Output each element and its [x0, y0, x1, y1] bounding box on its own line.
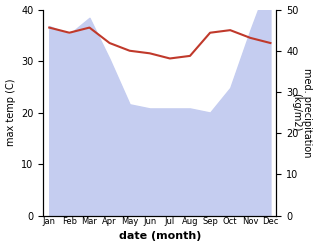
- Y-axis label: max temp (C): max temp (C): [5, 79, 16, 146]
- X-axis label: date (month): date (month): [119, 231, 201, 242]
- Y-axis label: med. precipitation
(kg/m2): med. precipitation (kg/m2): [291, 68, 313, 157]
